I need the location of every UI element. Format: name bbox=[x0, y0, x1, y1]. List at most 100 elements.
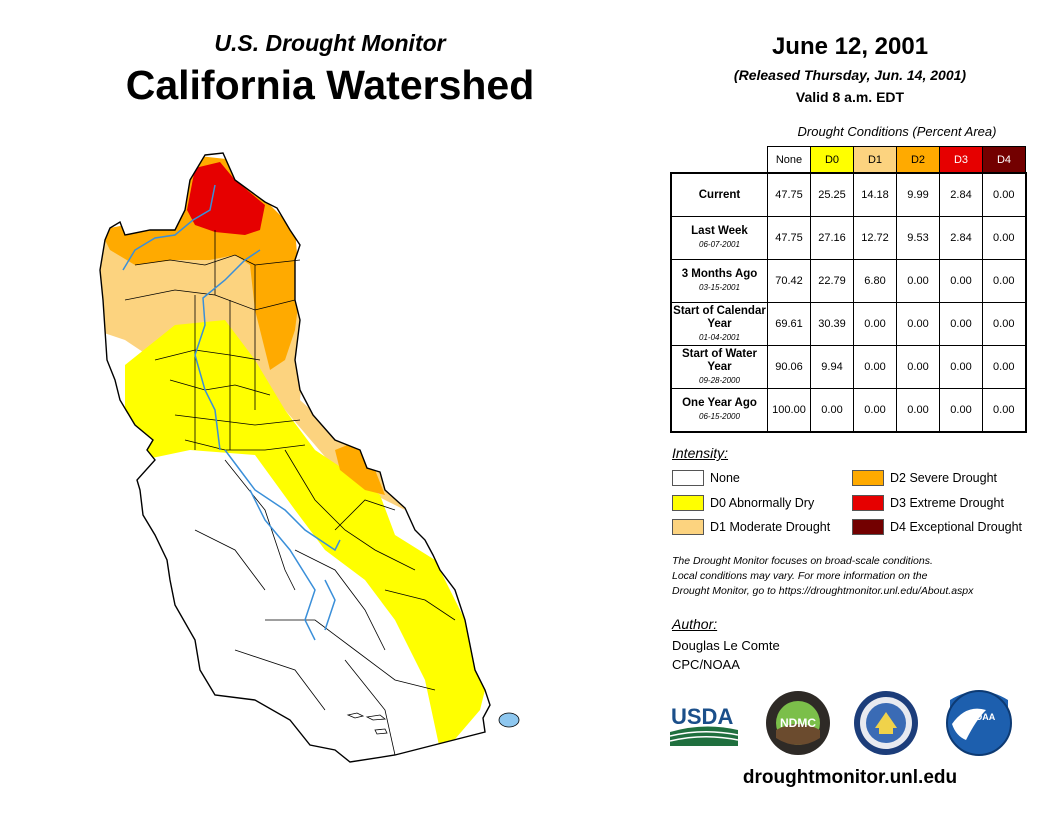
table-row: 3 Months Ago 03-15-2001 70.42 22.79 6.80 0.00… bbox=[670, 259, 1026, 303]
table-cell: 12.72 bbox=[853, 216, 897, 260]
table-cell: 47.75 bbox=[767, 172, 811, 217]
row-date: 06-07-2001 bbox=[699, 240, 740, 249]
legend-item-none: None bbox=[672, 470, 740, 486]
legend-swatch bbox=[852, 495, 884, 511]
table-cell: 0.00 bbox=[939, 345, 983, 389]
table-row: Last Week 06-07-2001 47.75 27.16 12.72 9.53 2.… bbox=[670, 216, 1026, 260]
legend-label: D1 Moderate Drought bbox=[710, 520, 831, 534]
col-d4: D4 bbox=[982, 146, 1026, 174]
row-label: Start of Water Year 09-28-2000 bbox=[670, 345, 768, 389]
legend-swatch bbox=[672, 470, 704, 486]
table-cell: 0.00 bbox=[982, 216, 1026, 260]
legend-swatch bbox=[672, 495, 704, 511]
row-label: Current bbox=[670, 172, 768, 217]
conditions-title: Drought Conditions (Percent Area) bbox=[797, 124, 997, 139]
table-cell: 2.84 bbox=[939, 172, 983, 217]
table-cell: 0.00 bbox=[896, 345, 940, 389]
map-date: June 12, 2001 bbox=[771, 33, 929, 60]
row-label: Last Week 06-07-2001 bbox=[670, 216, 768, 260]
row-date: 09-28-2000 bbox=[699, 375, 740, 385]
map-title: California Watershed bbox=[125, 62, 535, 108]
noaa-logo: NOAA bbox=[946, 690, 1012, 756]
table-cell: 70.42 bbox=[767, 259, 811, 303]
table-row: Start of Water Year 09-28-2000 90.06 9.94 0.… bbox=[670, 345, 1026, 389]
table-cell: 25.25 bbox=[810, 172, 854, 217]
row-label: Start of Calendar Year 01-04-2001 bbox=[670, 302, 768, 346]
table-cell: 0.00 bbox=[853, 302, 897, 346]
usda-logo: USDA bbox=[670, 704, 738, 746]
author-label: Author: bbox=[672, 616, 718, 632]
drought-conditions-table: None D0 D1 D2 D3 D4 Current 47.75 25.25 14.… bbox=[670, 146, 1027, 433]
table-cell: 9.94 bbox=[810, 345, 854, 389]
disclaimer-note: The Drought Monitor focuses on broad-sca… bbox=[672, 554, 1042, 599]
table-cell: 27.16 bbox=[810, 216, 854, 260]
table-cell: 6.80 bbox=[853, 259, 897, 303]
row-label-text: One Year Ago bbox=[682, 397, 757, 409]
table-cell: 0.00 bbox=[939, 302, 983, 346]
table-cell: 100.00 bbox=[767, 388, 811, 433]
map-subtitle: U.S. Drought Monitor bbox=[214, 30, 446, 56]
col-none: None bbox=[767, 146, 811, 174]
legend-item-d4: D4 Exceptional Drought bbox=[852, 519, 1022, 535]
table-cell: 0.00 bbox=[982, 259, 1026, 303]
california-watershed-map bbox=[99, 152, 520, 763]
legend-swatch bbox=[852, 470, 884, 486]
row-label-text: Current bbox=[698, 188, 741, 201]
table-header-row: None D0 D1 D2 D3 D4 bbox=[671, 146, 1026, 174]
table-cell: 0.00 bbox=[939, 259, 983, 303]
table-cell: 0.00 bbox=[853, 345, 897, 389]
legend-label: D3 Extreme Drought bbox=[890, 496, 1004, 510]
row-label-text: 3 Months Ago bbox=[681, 268, 758, 280]
website-url: droughtmonitor.unl.edu bbox=[742, 767, 958, 788]
table-row: Start of Calendar Year 01-04-2001 69.61 30.… bbox=[670, 302, 1026, 346]
table-cell: 90.06 bbox=[767, 345, 811, 389]
note-line: The Drought Monitor focuses on broad-sca… bbox=[672, 555, 933, 567]
table-cell: 30.39 bbox=[810, 302, 854, 346]
valid-time: Valid 8 a.m. EDT bbox=[795, 89, 905, 105]
row-date: 06-15-2000 bbox=[699, 412, 740, 421]
row-date: 01-04-2001 bbox=[699, 332, 740, 342]
table-cell: 47.75 bbox=[767, 216, 811, 260]
release-date: (Released Thursday, Jun. 14, 2001) bbox=[733, 67, 967, 83]
table-cell: 0.00 bbox=[896, 388, 940, 433]
legend-item-d3: D3 Extreme Drought bbox=[852, 495, 1004, 511]
table-cell: 22.79 bbox=[810, 259, 854, 303]
row-label: One Year Ago 06-15-2000 bbox=[670, 388, 768, 433]
table-cell: 0.00 bbox=[853, 388, 897, 433]
row-date: 03-15-2001 bbox=[699, 283, 740, 292]
legend-item-d0: D0 Abnormally Dry bbox=[672, 495, 814, 511]
col-d3: D3 bbox=[939, 146, 983, 174]
legend-item-d1: D1 Moderate Drought bbox=[672, 519, 830, 535]
table-cell: 0.00 bbox=[896, 259, 940, 303]
svg-text:NOAA: NOAA bbox=[969, 712, 996, 722]
legend-label: D2 Severe Drought bbox=[890, 471, 998, 485]
table-cell: 2.84 bbox=[939, 216, 983, 260]
table-cell: 0.00 bbox=[982, 172, 1026, 217]
ndmc-logo: NDMC bbox=[766, 691, 830, 755]
row-label-text: Last Week bbox=[691, 225, 748, 237]
table-cell: 69.61 bbox=[767, 302, 811, 346]
doc-seal-logo bbox=[854, 691, 918, 755]
table-cell: 14.18 bbox=[853, 172, 897, 217]
table-cell: 9.99 bbox=[896, 172, 940, 217]
table-cell: 9.53 bbox=[896, 216, 940, 260]
legend-label: D4 Exceptional Drought bbox=[890, 520, 1023, 534]
svg-text:USDA: USDA bbox=[671, 704, 733, 729]
legend-label: None bbox=[710, 471, 740, 485]
table-row: Current 47.75 25.25 14.18 9.99 2.84 0.00 bbox=[670, 172, 1026, 217]
author-org: CPC/NOAA bbox=[672, 657, 740, 672]
legend-swatch bbox=[672, 519, 704, 535]
author-name: Douglas Le Comte bbox=[672, 638, 780, 653]
row-label-text: Start of Water Year bbox=[682, 347, 757, 373]
col-d0: D0 bbox=[810, 146, 854, 174]
table-cell: 0.00 bbox=[982, 388, 1026, 433]
row-label-text: Start of Calendar Year bbox=[673, 304, 766, 330]
table-cell: 0.00 bbox=[896, 302, 940, 346]
note-line: Local conditions may vary. For more info… bbox=[672, 570, 928, 582]
table-cell: 0.00 bbox=[810, 388, 854, 433]
legend-item-d2: D2 Severe Drought bbox=[852, 470, 997, 486]
table-cell: 0.00 bbox=[982, 302, 1026, 346]
col-d1: D1 bbox=[853, 146, 897, 174]
table-cell: 0.00 bbox=[939, 388, 983, 433]
legend-title: Intensity: bbox=[672, 445, 729, 461]
